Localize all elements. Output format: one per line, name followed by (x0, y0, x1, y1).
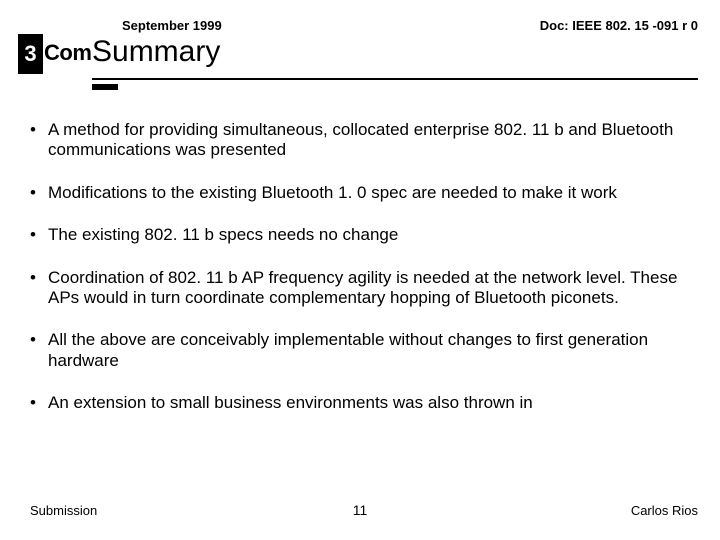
bullet-item: • Modifications to the existing Bluetoot… (30, 183, 690, 203)
title-rule (92, 78, 698, 80)
bullet-item: • An extension to small business environ… (30, 393, 690, 413)
bullet-item: • The existing 802. 11 b specs needs no … (30, 225, 690, 245)
slide: September 1999 Doc: IEEE 802. 15 -091 r … (0, 0, 720, 540)
bullet-dot-icon: • (30, 120, 48, 161)
logo-3: 3 (24, 41, 36, 67)
bullet-dot-icon: • (30, 268, 48, 309)
bullet-dot-icon: • (30, 183, 48, 203)
bullet-dot-icon: • (30, 393, 48, 413)
content-area: • A method for providing simultaneous, c… (30, 120, 690, 436)
bullet-text: Modifications to the existing Bluetooth … (48, 183, 617, 203)
bullet-text: All the above are conceivably implementa… (48, 330, 690, 371)
bullet-dot-icon: • (30, 330, 48, 371)
title-rule-stub (92, 84, 118, 90)
footer-page-number: 11 (0, 502, 720, 518)
bullet-dot-icon: • (30, 225, 48, 245)
bullet-text: An extension to small business environme… (48, 393, 533, 413)
header-doc-id: Doc: IEEE 802. 15 -091 r 0 (540, 18, 698, 33)
slide-title: Summary (92, 35, 220, 69)
bullet-item: • Coordination of 802. 11 b AP frequency… (30, 268, 690, 309)
header-date: September 1999 (122, 18, 222, 33)
bullet-item: • A method for providing simultaneous, c… (30, 120, 690, 161)
logo-com: Com (44, 40, 91, 66)
bullet-text: Coordination of 802. 11 b AP frequency a… (48, 268, 690, 309)
logo-3com: 3 Com (18, 34, 84, 74)
bullet-text: The existing 802. 11 b specs needs no ch… (48, 225, 398, 245)
logo-box: 3 (18, 34, 43, 74)
bullet-text: A method for providing simultaneous, col… (48, 120, 690, 161)
bullet-item: • All the above are conceivably implemen… (30, 330, 690, 371)
footer-author: Carlos Rios (631, 503, 698, 518)
